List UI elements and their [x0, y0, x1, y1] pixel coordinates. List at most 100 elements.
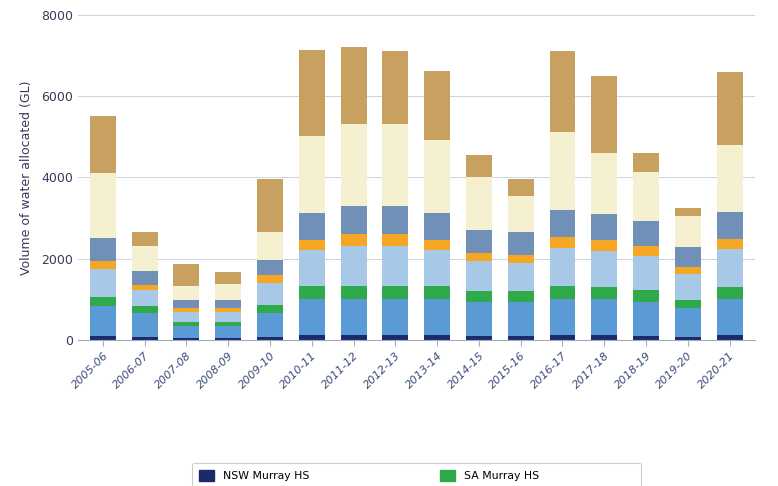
Bar: [424, 213, 450, 240]
Bar: [341, 124, 366, 206]
Bar: [341, 47, 366, 124]
Bar: [299, 213, 324, 240]
Bar: [549, 299, 576, 335]
Bar: [675, 274, 701, 300]
Bar: [257, 276, 283, 283]
Bar: [508, 336, 534, 340]
Bar: [131, 271, 158, 285]
Bar: [173, 338, 199, 340]
Bar: [131, 306, 158, 312]
Bar: [591, 299, 617, 335]
Bar: [257, 231, 283, 260]
Bar: [383, 335, 408, 340]
Bar: [633, 154, 659, 172]
Bar: [341, 234, 366, 246]
Bar: [675, 309, 701, 337]
Bar: [717, 212, 742, 239]
Bar: [257, 283, 283, 305]
Bar: [299, 299, 324, 335]
Bar: [633, 172, 659, 221]
Bar: [299, 250, 324, 286]
Bar: [90, 261, 116, 269]
Bar: [216, 326, 241, 338]
Bar: [424, 250, 450, 286]
Bar: [257, 312, 283, 337]
Bar: [591, 214, 617, 241]
Bar: [257, 260, 283, 276]
Bar: [299, 335, 324, 340]
Bar: [717, 145, 742, 212]
Bar: [633, 246, 659, 256]
Bar: [675, 300, 701, 309]
Bar: [424, 335, 450, 340]
Bar: [549, 209, 576, 237]
Bar: [466, 230, 492, 253]
Bar: [675, 208, 701, 216]
Bar: [173, 264, 199, 286]
Bar: [675, 216, 701, 246]
Bar: [549, 286, 576, 299]
Bar: [591, 76, 617, 153]
Bar: [633, 336, 659, 340]
Bar: [508, 263, 534, 291]
Bar: [383, 51, 408, 124]
Bar: [216, 312, 241, 322]
Bar: [508, 232, 534, 255]
Bar: [90, 297, 116, 306]
Bar: [173, 300, 199, 309]
Bar: [508, 179, 534, 196]
Bar: [591, 241, 617, 251]
Bar: [131, 285, 158, 290]
Bar: [466, 261, 492, 291]
Y-axis label: Volume of water allocated (GL): Volume of water allocated (GL): [19, 80, 33, 275]
Bar: [299, 286, 324, 299]
Bar: [383, 246, 408, 286]
Bar: [173, 322, 199, 326]
Bar: [424, 71, 450, 140]
Bar: [299, 240, 324, 250]
Bar: [257, 305, 283, 312]
Bar: [257, 337, 283, 340]
Bar: [591, 251, 617, 287]
Bar: [424, 140, 450, 213]
Bar: [675, 337, 701, 340]
Bar: [424, 299, 450, 335]
Bar: [675, 246, 701, 267]
Bar: [90, 306, 116, 336]
Bar: [549, 51, 576, 132]
Bar: [591, 287, 617, 299]
Bar: [591, 335, 617, 340]
Bar: [591, 153, 617, 214]
Bar: [341, 246, 366, 286]
Bar: [508, 291, 534, 301]
Bar: [508, 301, 534, 336]
Bar: [216, 300, 241, 309]
Bar: [717, 299, 742, 335]
Bar: [341, 335, 366, 340]
Bar: [131, 337, 158, 340]
Bar: [383, 234, 408, 246]
Bar: [173, 309, 199, 312]
Bar: [173, 286, 199, 300]
Bar: [424, 286, 450, 299]
Bar: [508, 196, 534, 232]
Legend: NSW Murray HS, Vic 6 Murray (Dart to Barmah) HRWS, NSW Murrumbidgee HS, Vic 7 Mu: NSW Murray HS, Vic 6 Murray (Dart to Bar…: [191, 463, 641, 486]
Bar: [383, 206, 408, 234]
Bar: [424, 240, 450, 250]
Bar: [466, 177, 492, 230]
Bar: [131, 290, 158, 306]
Bar: [341, 286, 366, 299]
Bar: [549, 335, 576, 340]
Bar: [466, 336, 492, 340]
Bar: [717, 287, 742, 299]
Bar: [131, 232, 158, 246]
Bar: [717, 249, 742, 287]
Bar: [717, 239, 742, 249]
Bar: [131, 246, 158, 271]
Bar: [633, 301, 659, 336]
Bar: [466, 301, 492, 336]
Bar: [466, 155, 492, 177]
Bar: [216, 338, 241, 340]
Bar: [549, 248, 576, 286]
Bar: [216, 272, 241, 284]
